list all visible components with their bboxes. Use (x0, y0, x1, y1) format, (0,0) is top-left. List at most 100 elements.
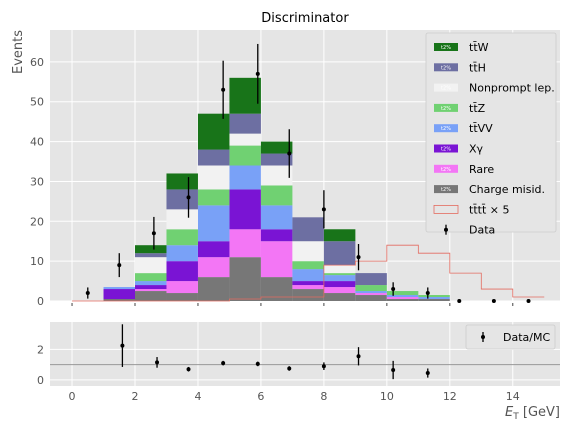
main-y-tick-label: 30 (30, 175, 44, 188)
main-y-tick-label: 0 (37, 295, 44, 308)
data-point (356, 255, 361, 260)
ratio-point (120, 343, 125, 348)
legend-swatch (434, 144, 458, 153)
bar-segment (135, 245, 167, 254)
x-tick-label: 0 (69, 390, 76, 403)
bar-segment (292, 241, 324, 262)
legend-swatch-tag: t2% (441, 106, 451, 112)
bar-segment (418, 295, 450, 298)
data-point (221, 87, 226, 92)
bar-segment (260, 141, 293, 154)
bar-segment (197, 205, 230, 242)
bar-segment (229, 189, 261, 230)
legend-swatch (434, 63, 458, 72)
bar-segment (292, 269, 324, 282)
bar-segment (260, 229, 293, 242)
ratio-y-tick-label: 2 (37, 343, 44, 356)
main-y-tick-label: 50 (30, 96, 44, 109)
x-axis-label-symbol: E (505, 405, 514, 420)
legend-label: tt̄Z (469, 102, 486, 115)
bar-segment (229, 145, 261, 166)
legend-swatch-tag: t2% (441, 126, 451, 132)
legend-label: tt̄tt̄ × 5 (469, 203, 509, 216)
bar-segment (197, 149, 230, 166)
bar-segment (166, 189, 198, 210)
bar-segment (323, 293, 356, 301)
data-point (526, 299, 531, 303)
bar-segment (197, 241, 230, 258)
signal-step-line (72, 244, 545, 302)
bar-segment (229, 229, 261, 258)
bar-segment (260, 153, 293, 166)
ratio-point (391, 368, 396, 372)
bar-segment (135, 273, 167, 282)
ratio-point (321, 364, 326, 369)
bar-segment (355, 293, 387, 296)
bar-segment (260, 205, 293, 230)
data-points (85, 43, 531, 303)
bar-segment (166, 261, 198, 282)
ratio-points (120, 324, 430, 380)
ratio-legend: Data/MC (465, 324, 556, 350)
bar-segment (323, 273, 356, 276)
data-point (321, 207, 326, 212)
bar-segment (386, 291, 419, 296)
bar-segment (355, 295, 387, 301)
legend-label: Data (469, 224, 495, 237)
ratio-point (221, 361, 226, 366)
bar-segment (229, 133, 261, 146)
data-point (287, 151, 292, 156)
legend-swatch-tag: t2% (441, 187, 451, 193)
bar-segment (292, 217, 324, 242)
bar-segment (323, 241, 356, 266)
bar-segment (260, 185, 293, 206)
ratio-y-tick-label: 0 (37, 374, 44, 387)
data-point (117, 263, 122, 268)
main-y-tick-label: 20 (30, 215, 44, 228)
ratio-legend-marker (481, 335, 485, 339)
bar-segment (229, 257, 261, 301)
legend-swatch (433, 204, 459, 214)
legend-swatch-tag: t2% (441, 167, 451, 173)
x-tick-label: 8 (320, 390, 327, 403)
legend-swatch (434, 43, 458, 51)
bar-segment (229, 113, 261, 134)
bar-segment (135, 253, 167, 258)
bar-segment (166, 173, 198, 190)
bar-segment (260, 165, 293, 186)
bar-segment (197, 277, 230, 301)
data-point (457, 299, 462, 303)
bar-segment (260, 241, 293, 278)
bar-segment (355, 291, 387, 294)
legend-swatch (434, 83, 458, 92)
bar-segment (135, 289, 167, 292)
bar-segment (229, 165, 261, 190)
bar-segment (418, 297, 450, 300)
bar-segment (323, 281, 356, 288)
x-axis-label: ET [GeV] (505, 405, 560, 422)
legend-swatch (434, 185, 458, 194)
data-point (425, 291, 430, 296)
bar-segment (135, 257, 167, 274)
x-tick-label: 10 (380, 390, 394, 403)
legend-label: tt̄W (469, 41, 489, 54)
legend-label: Xγ (469, 143, 484, 156)
ratio-point (356, 354, 361, 359)
legend-swatch-tag: t2% (441, 45, 451, 51)
bar-segment (197, 113, 230, 150)
data-point (255, 71, 260, 76)
main-y-tick-label: 60 (30, 56, 44, 69)
ratio-point (155, 360, 160, 365)
stacked-bars (103, 77, 450, 301)
bar-segment (418, 299, 450, 301)
ratio-point (287, 366, 292, 371)
data-point (391, 287, 396, 292)
bar-segment (355, 273, 387, 286)
main-legend: t2% tt̄W t2% tt̄H t2% Nonprompt lep. t2% tt̄Z t2… (425, 32, 557, 237)
bar-segment (103, 287, 135, 290)
bar-segment (166, 293, 198, 301)
ratio-legend-frame (465, 324, 556, 350)
bar-segment (103, 299, 135, 301)
bar-segment (323, 265, 356, 274)
